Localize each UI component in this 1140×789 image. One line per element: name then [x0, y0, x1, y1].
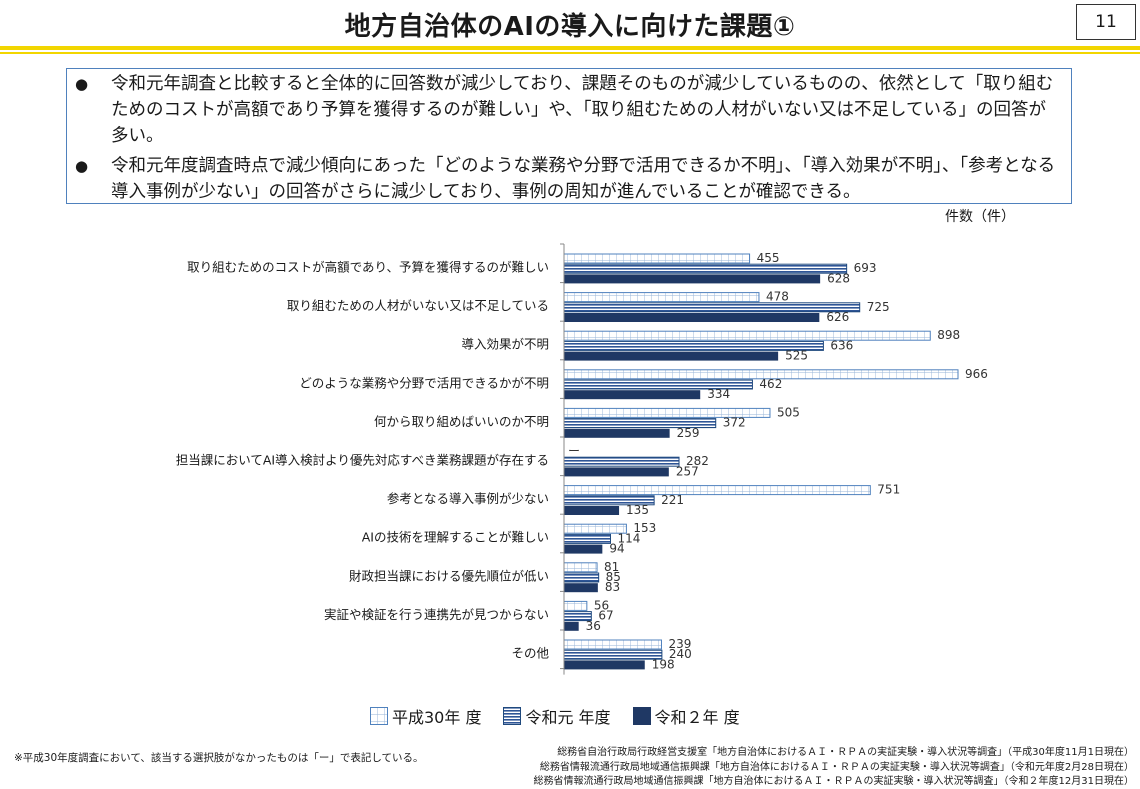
data-label: 67 — [598, 609, 613, 623]
category-label: どのような業務や分野で活用できるかが不明 — [299, 375, 549, 390]
bar-r2 — [564, 428, 670, 438]
category-label: 実証や検証を行う連携先が見つからない — [324, 607, 549, 622]
bar-r1 — [563, 533, 611, 544]
data-label: 56 — [594, 598, 609, 612]
bar-r2 — [564, 544, 603, 554]
bar-chart: 取り組むためのコストが高額であり、予算を獲得するのが難しい 455 693 628 取り… — [176, 243, 988, 675]
bar-h30 — [563, 639, 662, 650]
legend-label: 平成30年 度 — [392, 708, 482, 727]
summary-bullet-text: 令和元年調査と比較すると全体的に回答数が減少しており、課題そのものが減少している… — [111, 74, 1054, 146]
source-line: 総務省情報流通行政局地域通信振興課「地方自治体におけるＡＩ・ＲＰＡの実証実験・導… — [533, 776, 1134, 787]
legend-item-h30: 平成30年 度 — [370, 704, 481, 728]
bar-h30 — [563, 600, 588, 611]
data-label: 221 — [661, 493, 684, 507]
bar-h30 — [563, 330, 931, 341]
data-label: 525 — [785, 349, 808, 363]
summary-box: ● 令和元年調査と比較すると全体的に回答数が減少しており、課題そのものが減少して… — [66, 68, 1072, 204]
title-underline — [0, 46, 1140, 50]
data-label: 153 — [633, 521, 656, 535]
data-label: 259 — [677, 426, 700, 440]
data-label: 626 — [826, 310, 849, 324]
summary-bullet-text: 令和元年度調査時点で減少傾向にあった「どのような業務や分野で活用できるか不明」、… — [111, 156, 1056, 202]
data-label: 372 — [723, 416, 746, 430]
data-label: 257 — [676, 464, 699, 478]
category-label: 担当課においてAI導入検討より優先対応すべき業務課題が存在する — [176, 453, 549, 468]
bullet-icon: ● — [75, 75, 89, 93]
data-label: 198 — [652, 657, 675, 671]
data-label: ー — [568, 444, 580, 458]
data-label: 751 — [877, 483, 900, 497]
source-line: 総務省情報流通行政局地域通信振興課「地方自治体におけるＡＩ・ＲＰＡの実証実験・導… — [539, 761, 1134, 773]
data-label: 462 — [759, 377, 782, 391]
title-underline-thin — [0, 52, 1140, 54]
chart-plot-area: 取り組むためのコストが高額であり、予算を獲得するのが難しい 455 693 628 取り… — [176, 243, 988, 675]
bullet-icon: ● — [75, 157, 89, 175]
data-label: 455 — [757, 251, 780, 265]
category-label: 取り組むためのコストが高額であり、予算を獲得するのが難しい — [187, 260, 549, 275]
bar-r2 — [564, 583, 598, 593]
bar-r1 — [563, 572, 600, 583]
data-label: 239 — [668, 637, 691, 651]
data-label: 94 — [609, 542, 624, 556]
bar-h30 — [563, 292, 760, 303]
bar-r1 — [563, 263, 848, 274]
category-label: 参考となる導入事例が少ない — [387, 491, 549, 506]
bar-r2 — [564, 621, 579, 631]
chart-legend: 平成30年 度 令和元 年度 令和２年 度 — [370, 704, 762, 728]
legend-label: 令和２年 度 — [654, 708, 740, 727]
bar-r2 — [564, 467, 669, 477]
data-label: 966 — [965, 367, 988, 381]
legend-swatch-solid — [632, 707, 651, 725]
data-label: 135 — [626, 503, 649, 517]
bar-r1 — [563, 456, 680, 467]
bar-r2 — [564, 274, 821, 284]
category-label: AIの技術を理解することが難しい — [362, 530, 549, 545]
data-label: 114 — [617, 531, 640, 545]
legend-swatch-stripes — [503, 707, 522, 725]
data-label: 628 — [827, 271, 850, 285]
page-title: 地方自治体のAIの導入に向けた課題① — [344, 12, 796, 42]
bar-r1 — [563, 649, 663, 660]
data-label: 81 — [604, 560, 619, 574]
bar-r1 — [563, 302, 861, 313]
source-notes: 総務省自治行政局行政経営支援室「地方自治体におけるＡＩ・ＲＰＡの実証実験・導入状… — [534, 746, 1134, 789]
bar-r2 — [564, 313, 820, 322]
data-label: 505 — [777, 405, 800, 419]
data-label: 478 — [766, 290, 789, 304]
data-label: 240 — [669, 647, 692, 661]
summary-bullet: ● 令和元年度調査時点で減少傾向にあった「どのような業務や分野で活用できるか不明… — [75, 153, 1061, 205]
data-label: 282 — [686, 454, 709, 468]
data-label: 85 — [606, 570, 621, 584]
category-label: 取り組むための人材がいない又は不足している — [287, 298, 549, 313]
footnote: ※平成30年度調査において、該当する選択肢がなかったものは「ー」で表記している。 — [14, 752, 424, 764]
bar-h30 — [563, 485, 871, 496]
page-number: 11 — [1076, 4, 1136, 40]
legend-swatch-grid — [370, 707, 388, 725]
bar-r2 — [564, 660, 645, 670]
data-label: 636 — [830, 338, 853, 352]
bar-h30 — [563, 562, 598, 573]
category-label: 何から取り組めばいいのか不明 — [374, 414, 549, 429]
category-label: 導入効果が不明 — [461, 337, 549, 352]
chart-unit-label: 件数（件） — [945, 209, 1015, 225]
legend-label: 令和元 年度 — [525, 708, 611, 727]
legend-item-r1: 令和元 年度 — [503, 704, 611, 728]
data-label: 334 — [707, 387, 730, 401]
data-label: 693 — [854, 261, 877, 275]
legend-item-r2: 令和２年 度 — [632, 704, 740, 728]
data-label: 36 — [586, 619, 601, 633]
summary-bullet: ● 令和元年調査と比較すると全体的に回答数が減少しており、課題そのものが減少して… — [75, 71, 1061, 149]
bar-h30 — [563, 253, 751, 264]
bar-r2 — [564, 506, 620, 515]
category-label: 財政担当課における優先順位が低い — [349, 568, 549, 583]
bar-r2 — [564, 351, 779, 361]
data-label: 83 — [605, 580, 620, 594]
data-label: 725 — [867, 300, 890, 314]
data-label: 898 — [937, 328, 960, 342]
bar-r2 — [564, 390, 701, 400]
source-line: 総務省自治行政局行政経営支援室「地方自治体におけるＡＩ・ＲＰＡの実証実験・導入状… — [557, 747, 1134, 758]
category-label: その他 — [511, 646, 549, 661]
